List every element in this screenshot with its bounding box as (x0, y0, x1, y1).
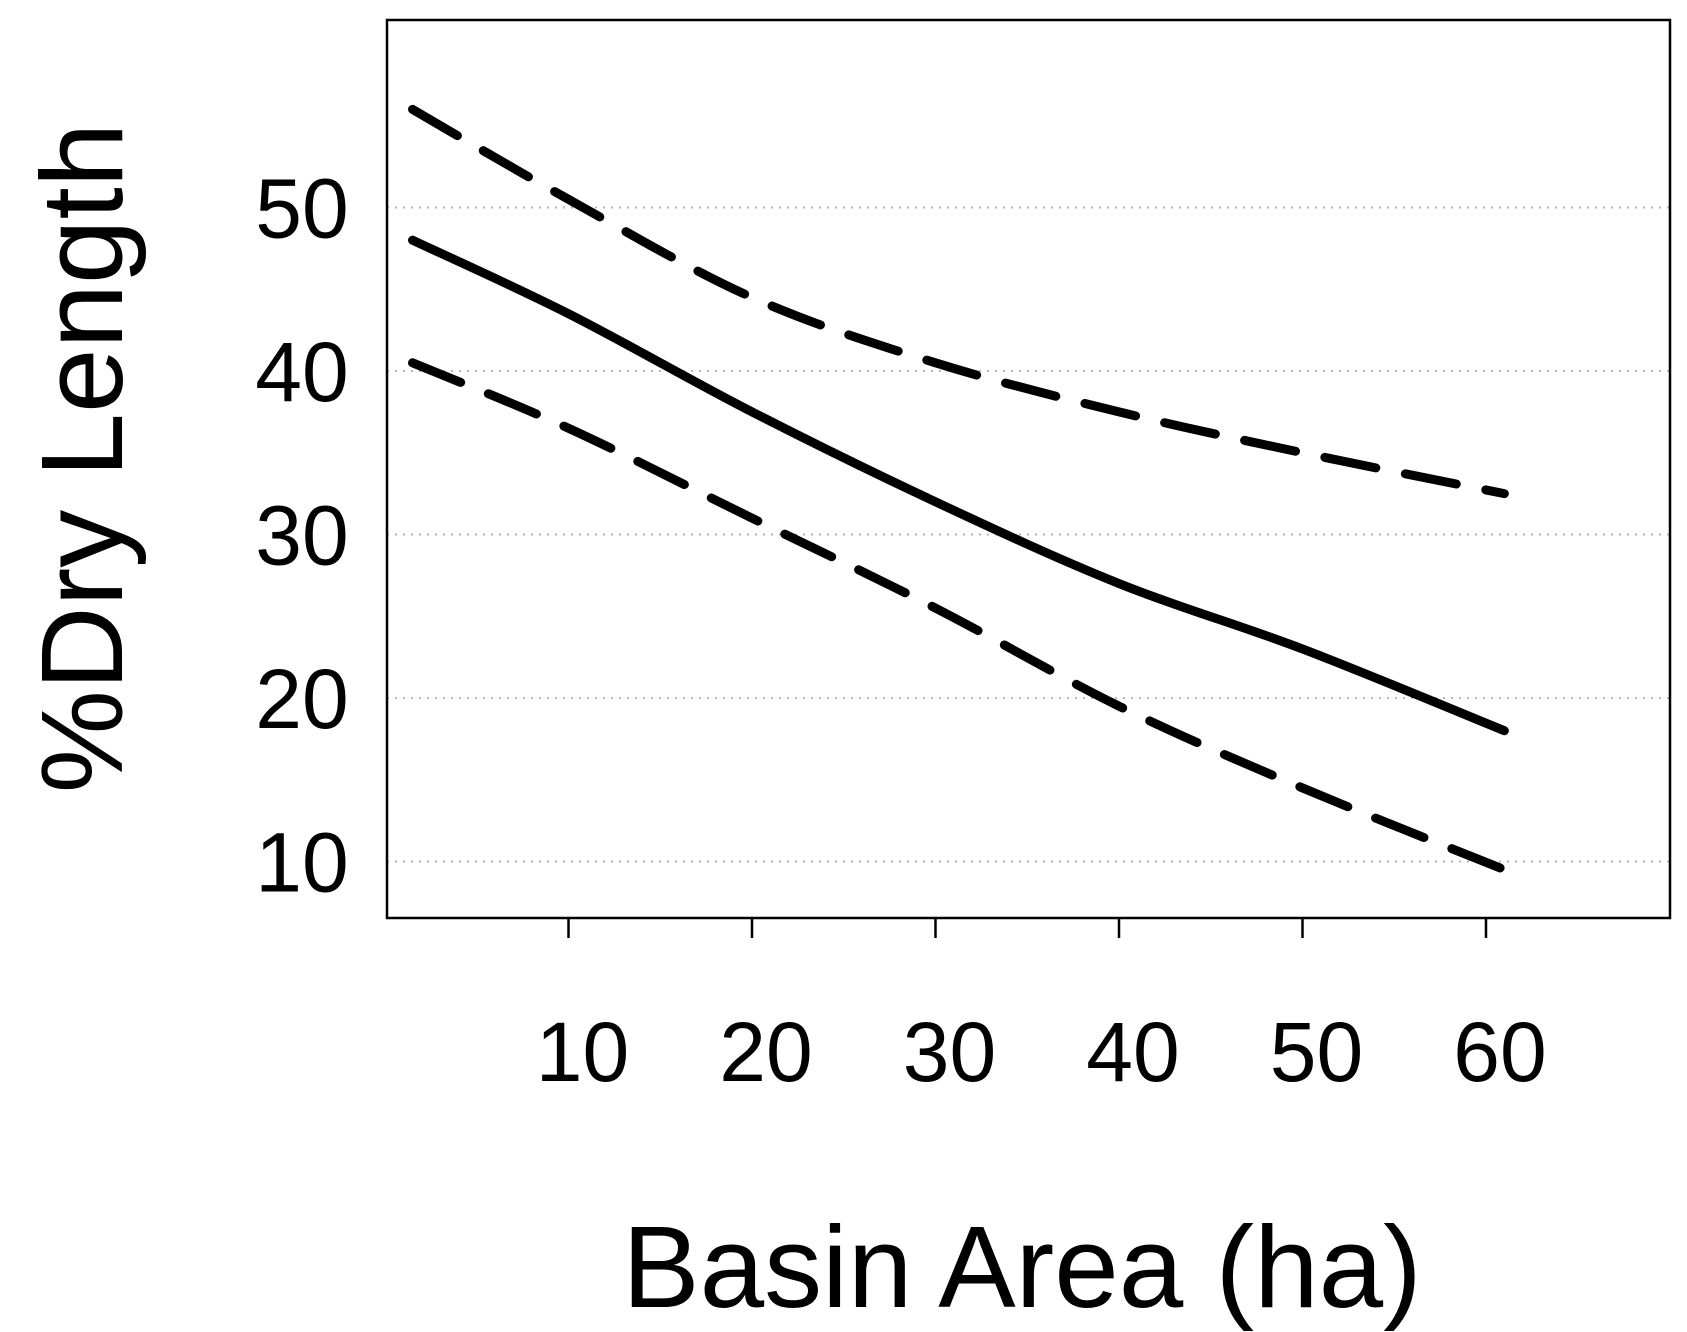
y-tick-label-20: 20 (255, 652, 348, 746)
x-axis-ticks (567, 918, 1488, 938)
x-tick-label-50: 50 (1270, 1005, 1363, 1099)
dashed-line-1 (408, 104, 1509, 499)
x-tick-label-10: 10 (536, 1005, 629, 1099)
x-tick-label-20: 20 (719, 1005, 812, 1099)
solid-line-0 (408, 235, 1509, 736)
series-lines (408, 104, 1509, 875)
y-tick-label-50: 50 (255, 162, 348, 256)
plot-frame (385, 18, 1672, 920)
y-tick-label-40: 40 (255, 325, 348, 419)
dashed-line-2 (408, 358, 1509, 875)
x-axis-title: Basin Area (ha) (622, 1202, 1422, 1332)
x-tick-label-60: 60 (1453, 1005, 1546, 1099)
x-tick-label-30: 30 (903, 1005, 996, 1099)
y-tick-label-30: 30 (255, 489, 348, 583)
x-tick-label-40: 40 (1086, 1005, 1179, 1099)
x-axis-tick-labels: 10 20 30 40 50 60 (536, 1005, 1547, 1099)
y-tick-label-10: 10 (255, 816, 348, 910)
gridlines (387, 206, 1670, 863)
y-axis-title: %Dry Length (17, 123, 147, 794)
y-axis-tick-labels: 10 20 30 40 50 (255, 162, 348, 910)
